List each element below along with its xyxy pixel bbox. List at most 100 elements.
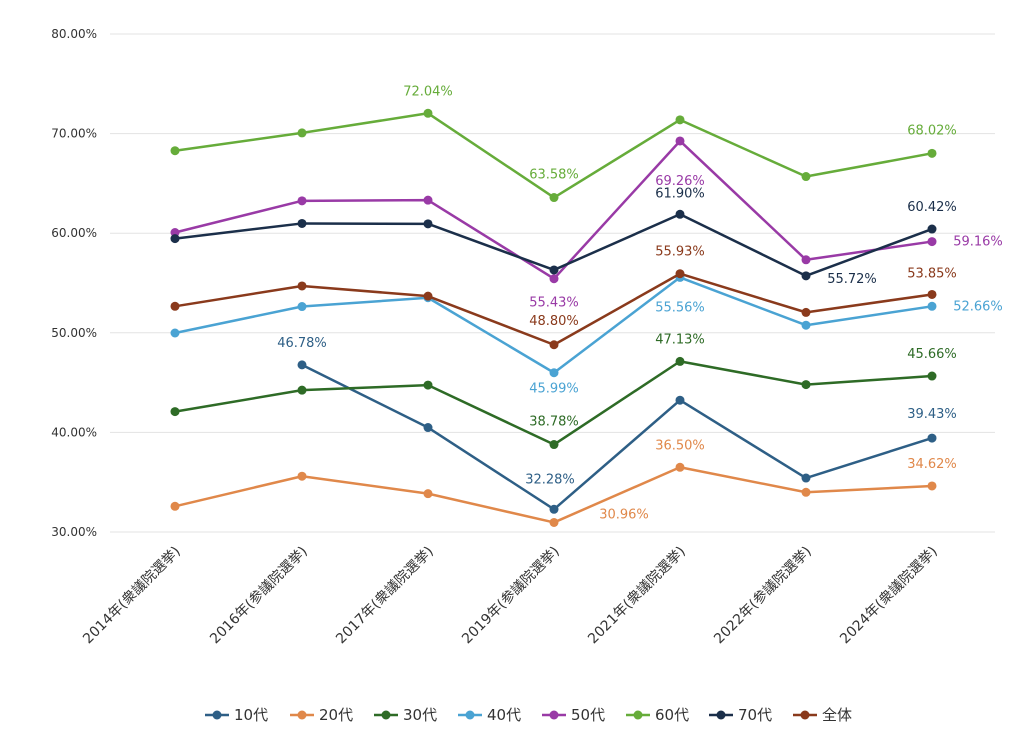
y-tick-label: 50.00% [51, 326, 97, 340]
legend-swatch-marker [465, 710, 475, 720]
legend-swatch-marker [381, 710, 391, 720]
data-label: 30.96% [599, 507, 649, 522]
data-point [801, 380, 811, 390]
legend-item: 40代 [458, 706, 521, 724]
data-label: 69.26% [655, 174, 705, 189]
data-label: 55.93% [655, 245, 705, 260]
data-label: 55.72% [827, 272, 877, 287]
data-point [549, 274, 559, 284]
data-label: 34.62% [907, 457, 957, 472]
data-point [927, 237, 937, 247]
data-point [423, 291, 433, 301]
series-50代 [170, 136, 937, 284]
data-label: 39.43% [907, 407, 957, 422]
x-tick-label: 2024年(衆議院選挙) [836, 543, 940, 647]
data-label: 68.02% [907, 123, 957, 138]
series-line [301, 363, 933, 511]
data-point [297, 471, 307, 481]
legend-swatch-marker [633, 710, 643, 720]
data-label: 55.43% [529, 296, 579, 311]
data-label: 72.04% [403, 84, 453, 99]
data-label: 63.58% [529, 168, 579, 183]
data-point [170, 328, 180, 338]
data-point [801, 307, 811, 317]
data-point [423, 219, 433, 229]
data-point [170, 407, 180, 417]
data-point [297, 281, 307, 291]
legend-label: 40代 [487, 706, 521, 724]
data-point [675, 269, 685, 279]
data-label: 36.50% [655, 438, 705, 453]
data-label: 47.13% [655, 332, 705, 347]
series-group [170, 108, 937, 527]
series-20代 [170, 462, 937, 527]
x-axis: 2014年(衆議院選挙) 2016年(参議院選挙) 2017年(衆議院選挙) 2019… [79, 543, 940, 647]
data-point [927, 148, 937, 158]
data-point [170, 234, 180, 244]
legend: 10代 20代 30代 40代 50代 60代 70代 全体 [205, 706, 852, 724]
data-point [927, 224, 937, 234]
data-point [927, 301, 937, 311]
data-point [801, 271, 811, 281]
data-point [675, 136, 685, 146]
legend-item: 50代 [542, 706, 605, 724]
data-point [927, 481, 937, 491]
data-point [675, 356, 685, 366]
legend-label: 30代 [403, 706, 437, 724]
data-point [170, 501, 180, 511]
x-tick-label: 2021年(衆議院選挙) [584, 543, 688, 647]
data-point [423, 108, 433, 118]
legend-label: 50代 [571, 706, 605, 724]
legend-item: 10代 [205, 706, 268, 724]
data-point [423, 195, 433, 205]
data-point [927, 371, 937, 381]
y-tick-label: 70.00% [51, 127, 97, 141]
data-point [297, 302, 307, 312]
data-label: 59.16% [953, 235, 1003, 250]
data-point [297, 196, 307, 206]
data-point [170, 301, 180, 311]
data-point [801, 320, 811, 330]
y-tick-label: 60.00% [51, 226, 97, 240]
data-point [297, 218, 307, 228]
data-point [549, 517, 559, 527]
series-全体 [170, 269, 937, 350]
data-point [423, 489, 433, 499]
grid [110, 33, 995, 533]
x-tick-label: 2014年(衆議院選挙) [79, 543, 183, 647]
data-point [549, 340, 559, 350]
data-point [297, 385, 307, 395]
legend-label: 20代 [319, 706, 353, 724]
data-label: 52.66% [953, 299, 1003, 314]
data-point [297, 128, 307, 138]
data-label: 45.99% [529, 382, 579, 397]
x-tick-label: 2019年(参議院選挙) [458, 543, 562, 647]
legend-label: 60代 [655, 706, 689, 724]
legend-swatch-marker [549, 710, 559, 720]
legend-item: 20代 [290, 706, 353, 724]
data-label: 53.85% [907, 266, 957, 281]
x-tick-label: 2016年(参議院選挙) [206, 543, 310, 647]
legend-swatch-marker [800, 710, 810, 720]
data-point [549, 265, 559, 275]
y-tick-label: 80.00% [51, 27, 97, 41]
data-point [423, 380, 433, 390]
legend-swatch-marker [716, 710, 726, 720]
data-point [927, 433, 937, 443]
data-point [423, 423, 433, 433]
legend-item: 60代 [626, 706, 689, 724]
data-point [170, 146, 180, 156]
data-point [801, 172, 811, 182]
legend-swatch-marker [297, 710, 307, 720]
series-line [174, 139, 933, 280]
x-tick-label: 2017年(衆議院選挙) [332, 543, 436, 647]
data-label: 61.90% [655, 186, 705, 201]
data-point [801, 487, 811, 497]
data-point [927, 289, 937, 299]
data-point [549, 440, 559, 450]
series-30代 [170, 356, 937, 450]
data-point [549, 368, 559, 378]
data-label: 45.66% [907, 347, 957, 362]
